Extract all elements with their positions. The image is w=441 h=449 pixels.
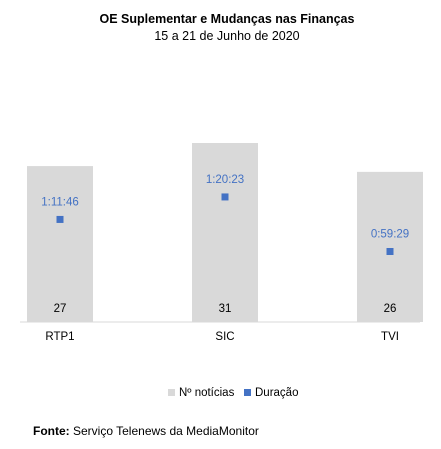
source-label: Fonte: bbox=[33, 424, 70, 438]
legend-swatch-duration bbox=[244, 389, 251, 396]
legend-label-count: Nº notícias bbox=[179, 387, 235, 399]
source-note: Fonte: Serviço Telenews da MediaMonitor bbox=[33, 424, 259, 438]
bar-tvi bbox=[357, 171, 423, 322]
plot-area: 27 1:11:46 RTP1 31 1:20:23 SIC 26 0:59:29 TVI bbox=[27, 143, 423, 343]
duration-label: 1:11:46 bbox=[41, 196, 79, 208]
count-label: 27 bbox=[54, 303, 67, 315]
duration-label: 1:20:23 bbox=[206, 174, 244, 186]
bar-sic bbox=[192, 143, 258, 322]
legend-label-duration: Duração bbox=[255, 387, 298, 399]
category-label: TVI bbox=[381, 331, 399, 343]
legend: Nº notícias Duração bbox=[168, 387, 298, 399]
count-label: 31 bbox=[219, 303, 232, 315]
duration-marker bbox=[221, 193, 229, 201]
chart-subtitle: 15 a 21 de Junho de 2020 bbox=[154, 29, 299, 43]
source-text: Serviço Telenews da MediaMonitor bbox=[73, 424, 259, 438]
duration-marker bbox=[386, 248, 394, 255]
duration-marker bbox=[56, 215, 64, 223]
count-label: 26 bbox=[384, 303, 397, 315]
bar-rtp1 bbox=[27, 166, 93, 322]
category-label: SIC bbox=[215, 331, 234, 343]
duration-label: 0:59:29 bbox=[371, 229, 409, 241]
category-label: RTP1 bbox=[45, 331, 74, 343]
chart-title: OE Suplementar e Mudanças nas Finanças bbox=[100, 12, 355, 26]
legend-swatch-count bbox=[168, 389, 175, 396]
